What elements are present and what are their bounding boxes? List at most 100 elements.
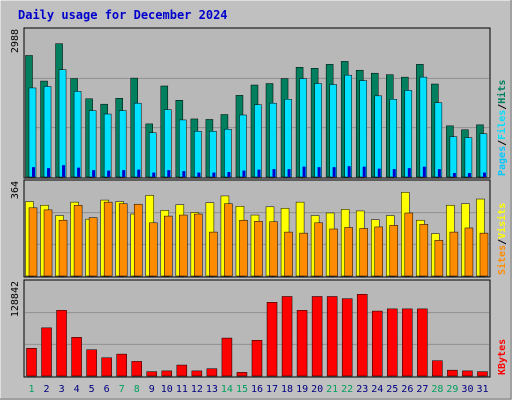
bar-sites	[58, 219, 68, 277]
bar-pages	[62, 165, 66, 177]
x-tick-label: 25	[386, 384, 398, 395]
bar-pages	[107, 170, 111, 177]
bar-files	[254, 104, 262, 178]
bar-pages	[137, 169, 141, 177]
bar-sites	[73, 204, 83, 277]
bar-pages	[32, 167, 35, 177]
x-tick-label: 14	[221, 384, 233, 395]
bar-files	[374, 95, 382, 178]
panel-visits-sites: 364 Sites/Visits	[10, 179, 508, 278]
bar-sites	[149, 222, 158, 277]
x-tick-label: 31	[476, 384, 488, 395]
bar-kbytes	[206, 368, 218, 377]
bar-kbytes	[447, 369, 458, 377]
bar-pages	[467, 173, 471, 177]
bar-files	[149, 132, 157, 178]
bar-sites	[224, 203, 233, 277]
x-tick-label: 29	[446, 384, 458, 395]
bar-sites	[239, 219, 248, 277]
bar-sites	[464, 227, 474, 277]
bar-kbytes	[251, 340, 263, 377]
x-tick-label: 10	[161, 384, 173, 395]
chart-panels: 2988Pages/Files/Hits364Sites/Visits12884…	[10, 27, 508, 378]
bar-files	[164, 109, 172, 178]
bar-sites	[88, 217, 98, 277]
chart-title: Daily usage for December 2024	[18, 8, 228, 22]
x-tick-label: 17	[266, 384, 278, 395]
x-tick-label: 5	[89, 384, 95, 395]
x-tick-label: 1	[29, 384, 35, 395]
bar-sites	[434, 240, 444, 277]
bar-sites	[209, 231, 218, 277]
x-tick-label: 28	[431, 384, 443, 395]
bar-sites	[359, 228, 368, 277]
bar-pages	[182, 171, 186, 177]
bar-kbytes	[341, 298, 353, 377]
bar-files	[58, 69, 67, 178]
bar-kbytes	[311, 296, 323, 377]
bar-sites	[254, 221, 263, 277]
bar-sites	[43, 209, 53, 277]
bar-files	[43, 86, 52, 178]
bar-sites	[449, 231, 459, 277]
y-max-label: 128842	[10, 281, 21, 317]
legend-entry: /	[497, 239, 508, 245]
bar-files	[284, 99, 292, 178]
bar-sites	[404, 212, 414, 277]
bar-sites	[164, 215, 173, 277]
x-tick-label: 9	[149, 384, 155, 395]
x-tick-label: 30	[461, 384, 473, 395]
x-tick-label: 13	[206, 384, 218, 395]
legend-entry: Hits	[496, 80, 508, 104]
bar-sites	[194, 213, 203, 277]
bar-sites	[329, 228, 338, 277]
bar-files	[359, 80, 367, 178]
bar-kbytes	[432, 360, 443, 377]
bar-sites	[419, 224, 429, 277]
bar-kbytes	[101, 357, 112, 377]
bar-files	[194, 130, 202, 178]
legend: Sites/Visits	[496, 203, 508, 275]
bar-sites	[28, 207, 38, 277]
bar-files	[269, 102, 277, 178]
bar-pages	[332, 167, 336, 177]
bar-kbytes	[71, 337, 82, 377]
bar-pages	[377, 168, 381, 177]
legend: KBytes	[497, 339, 508, 375]
bar-kbytes	[176, 364, 188, 377]
x-tick-label: 8	[134, 384, 140, 395]
bar-pages	[362, 166, 366, 177]
bar-sites	[103, 201, 113, 277]
x-tick-label: 12	[191, 384, 203, 395]
bar-files	[209, 130, 217, 178]
bar-pages	[197, 172, 201, 177]
bar-pages	[422, 166, 426, 177]
bar-pages	[317, 167, 321, 177]
legend: Pages/Files/Hits	[496, 80, 508, 176]
bar-kbytes	[161, 370, 173, 377]
bar-pages	[152, 172, 156, 177]
bar-kbytes	[281, 296, 293, 377]
legend-entry: KBytes	[497, 339, 508, 375]
y-max-label: 364	[10, 181, 21, 199]
bar-files	[419, 76, 428, 178]
bar-files	[133, 102, 142, 178]
bar-pages	[392, 169, 396, 177]
bar-kbytes	[56, 310, 67, 377]
bar-files	[404, 90, 413, 178]
bar-files	[103, 113, 112, 178]
x-tick-label: 19	[296, 384, 308, 395]
bar-kbytes	[402, 308, 413, 377]
bar-pages	[47, 168, 51, 177]
bar-files	[314, 83, 322, 178]
x-tick-label: 20	[311, 384, 323, 395]
bar-pages	[122, 170, 126, 177]
x-tick-label: 23	[356, 384, 368, 395]
bar-sites	[179, 214, 188, 277]
bar-kbytes	[462, 370, 473, 377]
legend-entry: /	[497, 140, 508, 146]
bar-kbytes	[417, 308, 428, 377]
bar-files	[239, 114, 247, 178]
bar-pages	[242, 170, 246, 177]
